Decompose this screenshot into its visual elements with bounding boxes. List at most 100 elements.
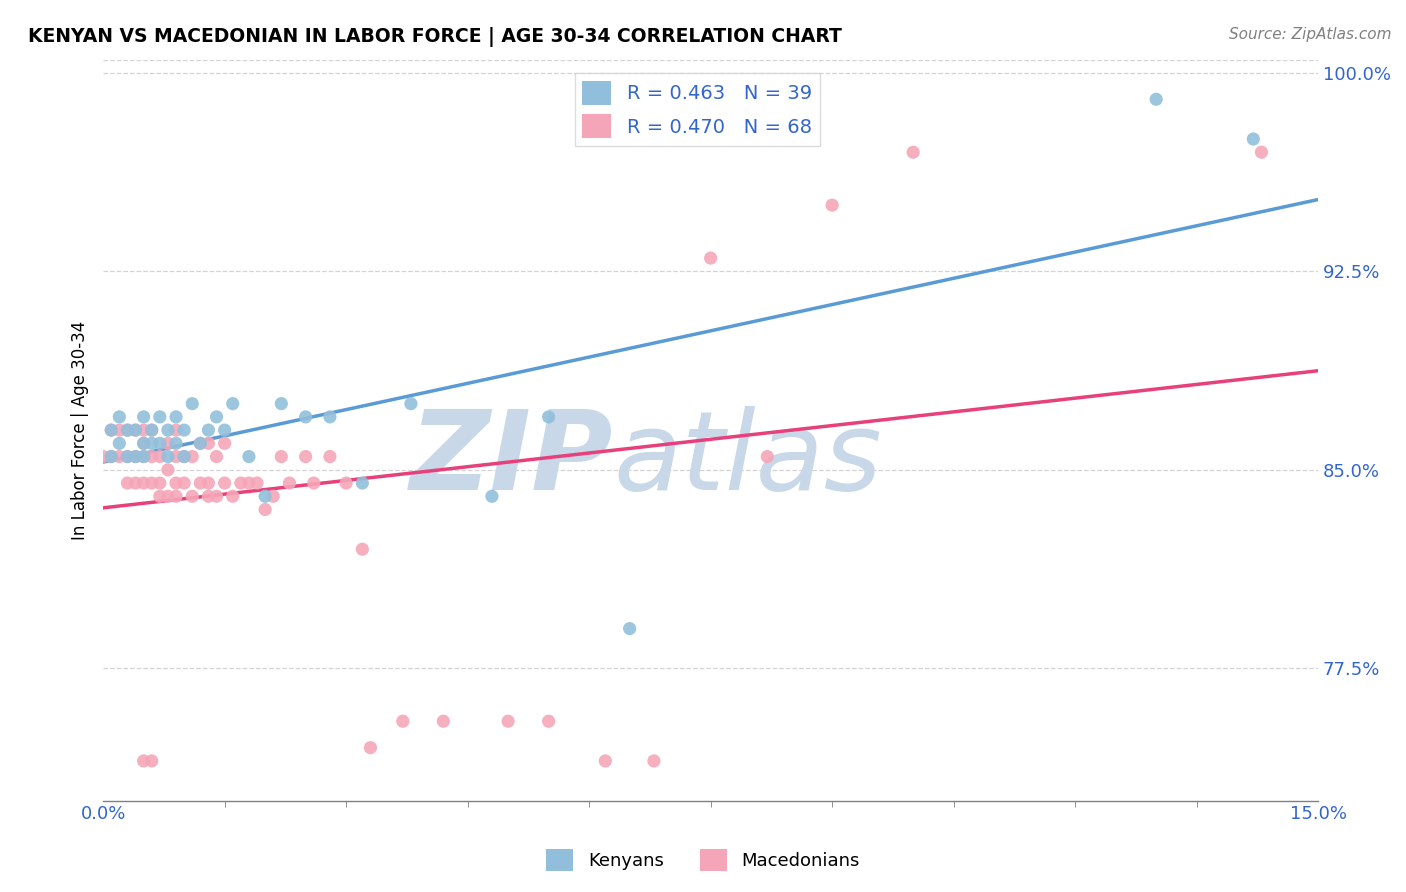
Point: [319, 409, 342, 424]
Point: [205, 409, 228, 424]
Point: [254, 489, 277, 503]
Point: [165, 436, 187, 450]
Point: [117, 476, 139, 491]
Point: [595, 754, 617, 768]
Point: [149, 409, 172, 424]
Point: [278, 476, 301, 491]
Point: [901, 145, 924, 160]
Point: [1250, 145, 1272, 160]
Point: [254, 502, 277, 516]
Point: [643, 754, 665, 768]
Point: [181, 450, 204, 464]
Point: [335, 476, 357, 491]
Point: [238, 476, 260, 491]
Point: [432, 714, 454, 729]
Point: [821, 198, 844, 212]
Point: [352, 542, 374, 557]
Point: [197, 476, 219, 491]
Point: [156, 463, 179, 477]
Point: [141, 423, 163, 437]
Point: [108, 423, 131, 437]
Point: [141, 476, 163, 491]
Point: [262, 489, 284, 503]
Point: [132, 423, 155, 437]
Point: [149, 489, 172, 503]
Point: [149, 476, 172, 491]
Point: [173, 450, 195, 464]
Point: [1241, 132, 1264, 146]
Point: [132, 409, 155, 424]
Point: [124, 423, 146, 437]
Point: [149, 436, 172, 450]
Point: [117, 450, 139, 464]
Point: [124, 476, 146, 491]
Point: [229, 476, 252, 491]
Point: [132, 436, 155, 450]
Point: [756, 450, 779, 464]
Point: [214, 423, 236, 437]
Point: [246, 476, 269, 491]
Point: [132, 436, 155, 450]
Point: [100, 450, 122, 464]
Point: [100, 423, 122, 437]
Point: [537, 714, 560, 729]
Point: [124, 450, 146, 464]
Point: [188, 436, 211, 450]
Point: [1144, 92, 1167, 106]
Text: atlas: atlas: [613, 406, 882, 513]
Point: [156, 423, 179, 437]
Point: [294, 450, 316, 464]
Point: [197, 489, 219, 503]
Point: [149, 450, 172, 464]
Point: [173, 476, 195, 491]
Point: [132, 450, 155, 464]
Point: [222, 489, 245, 503]
Legend: Kenyans, Macedonians: Kenyans, Macedonians: [538, 842, 868, 879]
Point: [156, 489, 179, 503]
Point: [205, 489, 228, 503]
Point: [117, 423, 139, 437]
Point: [165, 423, 187, 437]
Point: [399, 397, 422, 411]
Point: [108, 450, 131, 464]
Point: [91, 450, 114, 464]
Point: [214, 476, 236, 491]
Point: [319, 450, 342, 464]
Point: [165, 476, 187, 491]
Point: [481, 489, 503, 503]
Point: [173, 423, 195, 437]
Point: [188, 476, 211, 491]
Text: KENYAN VS MACEDONIAN IN LABOR FORCE | AGE 30-34 CORRELATION CHART: KENYAN VS MACEDONIAN IN LABOR FORCE | AG…: [28, 27, 842, 46]
Point: [156, 450, 179, 464]
Point: [108, 409, 131, 424]
Point: [537, 409, 560, 424]
Point: [392, 714, 415, 729]
Point: [124, 450, 146, 464]
Point: [132, 754, 155, 768]
Point: [352, 476, 374, 491]
Point: [165, 409, 187, 424]
Point: [141, 754, 163, 768]
Text: ZIP: ZIP: [411, 406, 613, 513]
Point: [238, 450, 260, 464]
Text: Source: ZipAtlas.com: Source: ZipAtlas.com: [1229, 27, 1392, 42]
Point: [117, 450, 139, 464]
Point: [197, 423, 219, 437]
Point: [188, 436, 211, 450]
Point: [205, 450, 228, 464]
Point: [222, 397, 245, 411]
Y-axis label: In Labor Force | Age 30-34: In Labor Force | Age 30-34: [72, 320, 89, 540]
Legend: R = 0.463   N = 39, R = 0.470   N = 68: R = 0.463 N = 39, R = 0.470 N = 68: [575, 73, 820, 145]
Point: [173, 450, 195, 464]
Point: [197, 436, 219, 450]
Point: [100, 450, 122, 464]
Point: [302, 476, 325, 491]
Point: [270, 450, 292, 464]
Point: [699, 251, 721, 265]
Point: [141, 450, 163, 464]
Point: [165, 489, 187, 503]
Point: [619, 622, 641, 636]
Point: [165, 450, 187, 464]
Point: [496, 714, 519, 729]
Point: [117, 423, 139, 437]
